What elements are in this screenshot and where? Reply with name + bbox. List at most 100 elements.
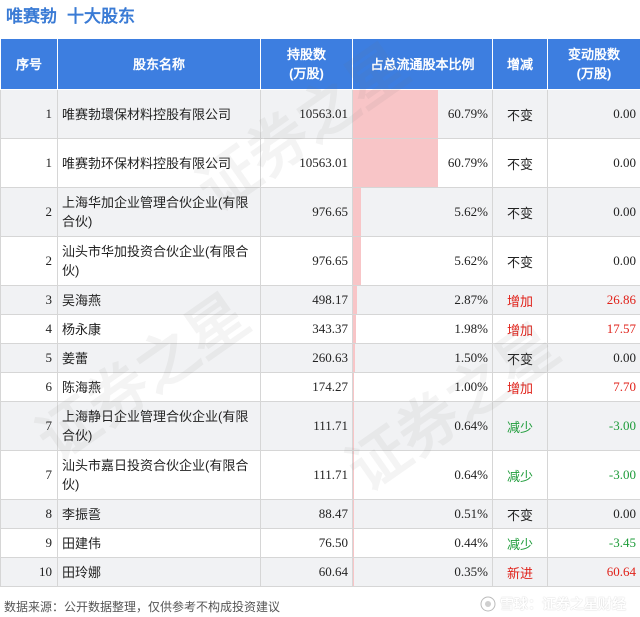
row-index: 10 [0, 557, 58, 587]
change-shares: 0.00 [547, 187, 640, 237]
float-ratio-cell: 2.87% [352, 285, 493, 315]
float-ratio-cell: 1.50% [352, 343, 493, 373]
change-shares: -3.00 [547, 401, 640, 451]
top-shareholders-table: 序号 股东名称 持股数 (万股) 占总流通股本比例 增减 变动股数 (万股) 1 唯赛… [0, 38, 640, 587]
shareholder-name: 田建伟 [57, 528, 261, 558]
float-ratio-cell: 0.44% [352, 528, 493, 558]
table-row: 9 田建伟 76.50 0.44% 减少 -3.45 [0, 528, 640, 558]
float-ratio-cell: 60.79% [352, 89, 493, 139]
shares-held: 88.47 [260, 499, 353, 529]
shareholder-name: 田玲娜 [57, 557, 261, 587]
snowball-logo-icon [480, 596, 496, 612]
ratio-label: 0.51% [454, 506, 488, 521]
change-direction: 增加 [492, 314, 548, 344]
float-ratio-cell: 0.51% [352, 499, 493, 529]
shareholder-name: 陈海燕 [57, 372, 261, 402]
change-shares: 0.00 [547, 138, 640, 188]
table-row: 1 唯赛勃环保材料控股有限公司 10563.01 60.79% 不变 0.00 [0, 138, 640, 188]
table-row: 6 陈海燕 174.27 1.00% 增加 7.70 [0, 372, 640, 402]
change-shares: 26.86 [547, 285, 640, 315]
change-direction: 增加 [492, 372, 548, 402]
shareholder-name: 汕头市嘉日投资合伙企业(有限合伙) [57, 450, 261, 500]
table-row: 5 姜蕾 260.63 1.50% 不变 0.00 [0, 343, 640, 373]
shareholder-name: 上海静日企业管理合伙企业(有限合伙) [57, 401, 261, 451]
ratio-label: 60.79% [447, 106, 488, 121]
table-row: 4 杨永康 343.37 1.98% 增加 17.57 [0, 314, 640, 344]
shareholder-name: 李振巹 [57, 499, 261, 529]
shareholder-name: 唯赛勃环保材料控股有限公司 [57, 138, 261, 188]
float-ratio-cell: 1.98% [352, 314, 493, 344]
change-direction: 不变 [492, 187, 548, 237]
change-shares: 60.64 [547, 557, 640, 587]
shareholder-name: 吴海燕 [57, 285, 261, 315]
shares-held: 498.17 [260, 285, 353, 315]
row-index: 6 [0, 372, 58, 402]
shares-held: 10563.01 [260, 138, 353, 188]
change-shares: 0.00 [547, 89, 640, 139]
row-index: 2 [0, 236, 58, 286]
float-ratio-cell: 1.00% [352, 372, 493, 402]
section-title: 十大股东 [67, 7, 135, 26]
brand-badge: 雪球：证券之星财经 [480, 594, 626, 614]
shares-held: 260.63 [260, 343, 353, 373]
ratio-label: 2.87% [454, 292, 488, 307]
shares-held: 174.27 [260, 372, 353, 402]
table-row: 7 汕头市嘉日投资合伙企业(有限合伙) 111.71 0.64% 减少 -3.00 [0, 450, 640, 500]
ratio-bar [353, 373, 355, 401]
company-name: 唯赛勃 [6, 7, 57, 26]
change-shares: 17.57 [547, 314, 640, 344]
shares-held: 976.65 [260, 236, 353, 286]
change-direction: 不变 [492, 138, 548, 188]
float-ratio-cell: 0.64% [352, 450, 493, 500]
ratio-label: 0.35% [454, 564, 488, 579]
table-row: 1 唯赛勃環保材料控股有限公司 10563.01 60.79% 不变 0.00 [0, 89, 640, 139]
ratio-bar [353, 237, 361, 285]
shareholder-name: 姜蕾 [57, 343, 261, 373]
float-ratio-cell: 5.62% [352, 236, 493, 286]
change-direction: 不变 [492, 236, 548, 286]
ratio-bar [353, 529, 354, 557]
change-direction: 新进 [492, 557, 548, 587]
ratio-label: 1.00% [454, 379, 488, 394]
change-shares: 0.00 [547, 499, 640, 529]
row-index: 7 [0, 401, 58, 451]
shareholder-name: 唯赛勃環保材料控股有限公司 [57, 89, 261, 139]
ratio-bar [353, 451, 354, 499]
shares-held: 111.71 [260, 450, 353, 500]
row-index: 8 [0, 499, 58, 529]
shareholder-name: 汕头市华加投资合伙企业(有限合伙) [57, 236, 261, 286]
change-direction: 不变 [492, 89, 548, 139]
ratio-bar [353, 139, 439, 187]
row-index: 7 [0, 450, 58, 500]
header-name: 股东名称 [57, 38, 261, 90]
ratio-bar [353, 500, 354, 528]
change-shares: 0.00 [547, 343, 640, 373]
page-title: 唯赛勃 十大股东 [6, 3, 135, 31]
ratio-label: 0.64% [454, 467, 488, 482]
change-direction: 减少 [492, 450, 548, 500]
change-direction: 不变 [492, 343, 548, 373]
float-ratio-cell: 5.62% [352, 187, 493, 237]
shares-held: 111.71 [260, 401, 353, 451]
row-index: 9 [0, 528, 58, 558]
row-index: 1 [0, 138, 58, 188]
ratio-label: 1.50% [454, 350, 488, 365]
data-source-note: 数据来源：公开数据整理，仅供参考不构成投资建议 [4, 600, 281, 614]
ratio-label: 5.62% [454, 204, 488, 219]
shareholder-name: 杨永康 [57, 314, 261, 344]
table-row: 7 上海静日企业管理合伙企业(有限合伙) 111.71 0.64% 减少 -3.00 [0, 401, 640, 451]
shareholder-name: 上海华加企业管理合伙企业(有限合伙) [57, 187, 261, 237]
ratio-bar [353, 344, 356, 372]
table-row: 10 田玲娜 60.64 0.35% 新进 60.64 [0, 557, 640, 587]
shares-held: 60.64 [260, 557, 353, 587]
header-delta: 变动股数 (万股) [547, 38, 640, 90]
float-ratio-cell: 60.79% [352, 138, 493, 188]
float-ratio-cell: 0.35% [352, 557, 493, 587]
ratio-bar [353, 286, 358, 314]
shares-held: 976.65 [260, 187, 353, 237]
row-index: 4 [0, 314, 58, 344]
shares-held: 343.37 [260, 314, 353, 344]
ratio-label: 5.62% [454, 253, 488, 268]
change-shares: 7.70 [547, 372, 640, 402]
ratio-label: 60.79% [447, 155, 488, 170]
